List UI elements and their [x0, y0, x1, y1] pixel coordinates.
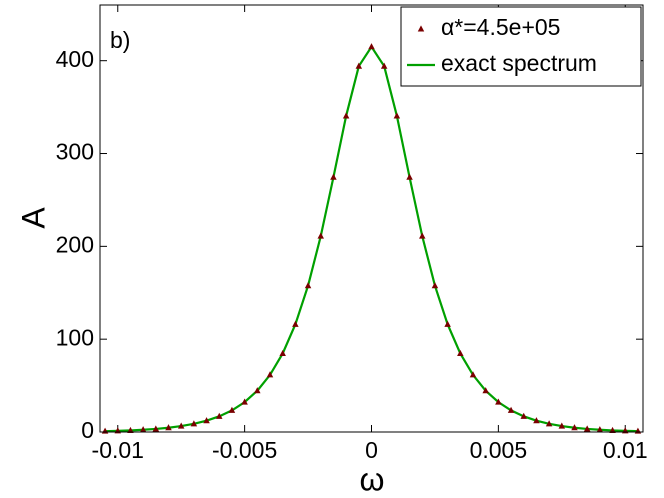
data-point: [419, 232, 426, 239]
data-point: [368, 43, 375, 50]
data-point: [241, 398, 248, 405]
data-point: [533, 417, 540, 424]
data-point: [317, 232, 324, 239]
data-point: [406, 173, 413, 180]
x-tick-label: 0.01: [603, 437, 648, 463]
data-point: [457, 349, 464, 356]
data-point: [469, 371, 477, 378]
data-point: [571, 424, 578, 431]
data-point: [431, 282, 439, 289]
data-point: [583, 425, 591, 432]
data-point: [507, 406, 515, 413]
y-tick-label: 200: [56, 231, 94, 257]
data-point: [165, 424, 172, 431]
x-tick-label: 0.005: [470, 437, 528, 463]
plot-frame: [99, 4, 644, 433]
data-point: [342, 112, 350, 119]
data-point: [482, 387, 489, 394]
data-point: [177, 422, 185, 429]
data-point: [330, 173, 337, 180]
x-tick-label: -0.005: [212, 437, 277, 463]
data-point: [228, 406, 236, 413]
y-tick-label: 0: [81, 417, 94, 443]
data-point: [139, 426, 147, 433]
data-point: [216, 412, 223, 419]
x-tick-label: -0.01: [92, 437, 144, 463]
data-point: [152, 425, 160, 432]
data-point: [203, 417, 210, 424]
x-tick-label: 0: [365, 437, 378, 463]
legend-marker: [417, 25, 425, 32]
data-point: [545, 420, 553, 427]
legend-box: [400, 6, 642, 87]
data-point: [279, 349, 286, 356]
data-point: [304, 282, 312, 289]
data-point: [596, 426, 604, 433]
y-tick-label: 100: [56, 324, 94, 350]
data-point: [266, 371, 274, 378]
data-point: [558, 422, 566, 429]
data-point: [355, 62, 363, 69]
legend-label: α*=4.5e+05: [441, 14, 560, 40]
data-point: [520, 412, 527, 419]
data-point: [254, 387, 261, 394]
x-axis-label: ω: [360, 461, 385, 497]
data-point: [495, 398, 502, 405]
data-point: [292, 320, 299, 327]
data-point: [127, 426, 134, 433]
data-point: [380, 62, 388, 69]
data-point: [393, 112, 401, 119]
y-tick-label: 300: [56, 139, 94, 165]
legend-label: exact spectrum: [441, 50, 597, 76]
data-point: [190, 420, 198, 427]
y-axis-label: A: [15, 207, 51, 229]
y-tick-label: 400: [56, 46, 94, 72]
data-point: [444, 320, 451, 327]
data-point: [609, 426, 616, 433]
annotation: b): [110, 27, 130, 53]
